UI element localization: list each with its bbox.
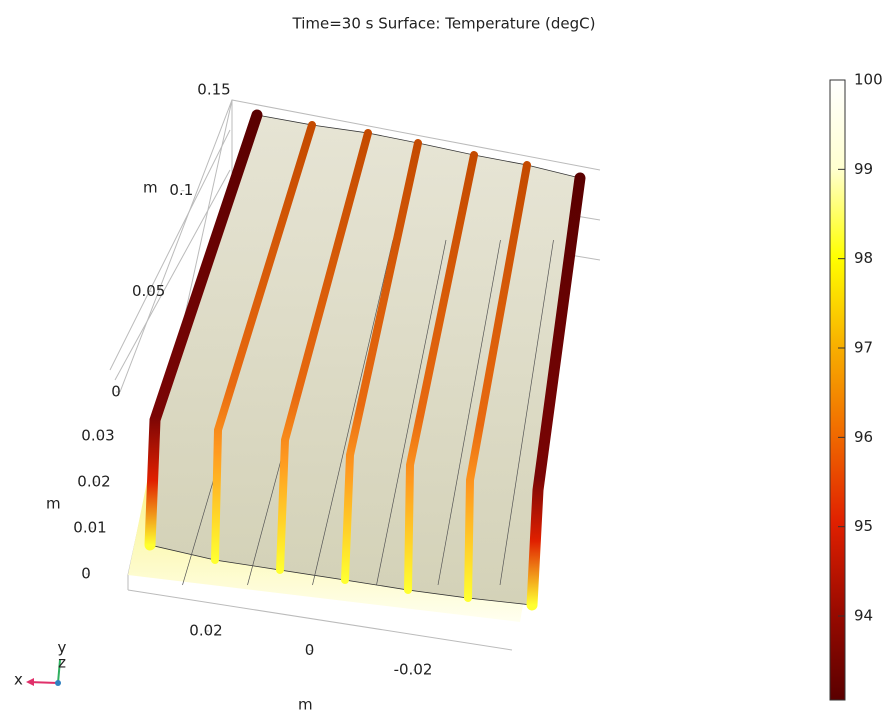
colorbar-tick-label: 96 [854, 428, 873, 446]
colorbar [829, 79, 846, 701]
fin [341, 139, 422, 584]
triad: x y z [14, 639, 67, 689]
fin [276, 129, 372, 574]
fin [404, 151, 478, 594]
channel-groove [376, 239, 447, 586]
x_axis-tick-label: -0.02 [394, 661, 433, 679]
x_axis-tick-label: 0.02 [189, 622, 222, 640]
title: Time=30 s Surface: Temperature (degC) [292, 15, 596, 33]
channel-groove [437, 239, 501, 586]
colorbar-tick-label: 98 [854, 249, 873, 267]
triad-x: x [14, 671, 23, 689]
colorbar-tick-label: 97 [854, 339, 873, 357]
colorbar-tick-label: 99 [854, 160, 873, 178]
z_axis-tick-label: 0.1 [169, 181, 193, 199]
triad-y: y [58, 639, 67, 657]
y_axis-tick-label: 0.01 [73, 519, 106, 537]
fin [526, 172, 586, 611]
colorbar-tick-label: 100 [854, 71, 883, 89]
y_axis-tick-label: 0.02 [77, 473, 110, 491]
y_axis-tick-label: 0.03 [81, 427, 114, 445]
y_axis-tick-label: 0 [81, 565, 91, 583]
channel-groove [499, 239, 554, 586]
z_axis-tick-label: 0 [111, 383, 121, 401]
z_axis-tick-label: 0.05 [132, 282, 165, 300]
x-axis-label: m [298, 696, 313, 713]
colorbar-tick-label: 95 [854, 517, 873, 535]
triad-z: z [58, 654, 66, 672]
channel-groove [312, 239, 394, 586]
z_axis-tick-label: 0.15 [197, 81, 230, 99]
fin [211, 121, 316, 564]
y-axis-label: m [46, 495, 61, 513]
fin [464, 161, 531, 602]
fin [144, 109, 263, 551]
z-axis-label: m [143, 179, 158, 197]
heat-sink [144, 109, 586, 611]
x_axis-tick-label: 0 [305, 641, 315, 659]
colorbar-tick-label: 94 [854, 607, 873, 625]
